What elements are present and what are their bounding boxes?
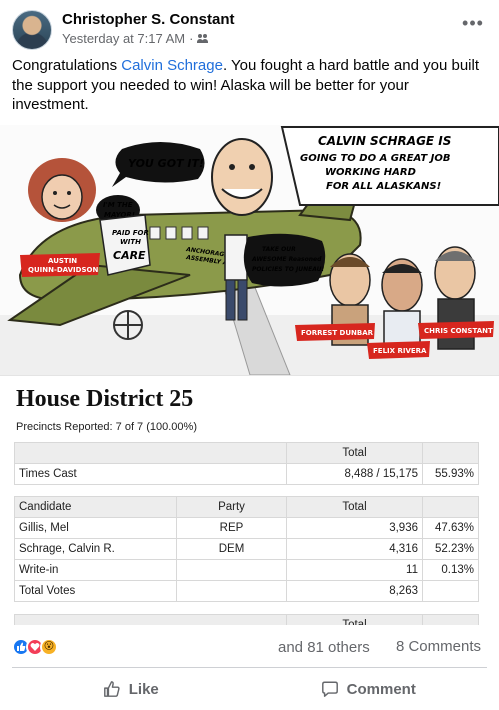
- author-name[interactable]: Christopher S. Constant: [62, 11, 235, 28]
- precincts-reported: Precincts Reported: 7 of 7 (100.00%): [16, 421, 197, 433]
- results-title: House District 25: [16, 386, 194, 412]
- cell-party: [176, 559, 287, 581]
- cell-candidate: Total Votes: [14, 580, 177, 602]
- post-actions: Like Comment: [12, 672, 487, 706]
- tag-austin-2: QUINN-DAVIDSON: [28, 266, 98, 274]
- comment-button[interactable]: Comment: [250, 672, 488, 706]
- t1-header-total: Total: [286, 442, 423, 464]
- sign-paid-2: WITH: [120, 238, 141, 246]
- table-row: Total Votes 8,263: [14, 580, 479, 602]
- bubble-policies-2: AWESOME Reasoned: [251, 256, 322, 263]
- partial-header-total: Total: [286, 614, 423, 625]
- post-meta: Yesterday at 7:17 AM ·: [62, 31, 209, 46]
- like-button[interactable]: Like: [12, 672, 250, 706]
- divider: [12, 667, 487, 668]
- partial-blank-2: [422, 614, 479, 625]
- author-avatar[interactable]: [12, 10, 52, 50]
- post-header: Christopher S. Constant Yesterday at 7:1…: [12, 10, 487, 50]
- comment-label: Comment: [346, 680, 416, 698]
- reactions-bar: 😮 and 81 others 8 Comments: [12, 632, 487, 660]
- cell-total: 4,316: [286, 538, 423, 560]
- header-pct: [422, 496, 479, 518]
- cell-total: 8,263: [286, 580, 423, 602]
- table-row: Times Cast 8,488 / 15,175 55.93%: [14, 463, 479, 485]
- t1-header-blank: [14, 442, 287, 464]
- meta-separator: ·: [189, 31, 194, 46]
- like-label: Like: [128, 680, 159, 698]
- bubble-policies-3: POLICIES TO JUNEAU!: [252, 266, 324, 273]
- cell-party: [176, 580, 287, 602]
- header-party: Party: [176, 496, 287, 518]
- partial-table: Total: [14, 614, 479, 625]
- bubble-mayor-1: I'M THE: [103, 201, 133, 209]
- t1-header-pct: [422, 442, 479, 464]
- bubble-policies-1: TAKE OUR: [262, 246, 296, 253]
- friends-icon[interactable]: [197, 33, 209, 44]
- table-row: Gillis, Mel REP 3,936 47.63%: [14, 517, 479, 539]
- thumbs-up-icon: [103, 681, 120, 697]
- cell-pct: 52.23%: [422, 538, 479, 560]
- post-text-after: . You fought a hard battle and you built…: [12, 57, 479, 113]
- comments-count[interactable]: 8 Comments: [395, 638, 481, 655]
- post-timestamp[interactable]: Yesterday at 7:17 AM: [62, 31, 186, 46]
- cell-pct: 47.63%: [422, 517, 479, 539]
- cell-total: 11: [286, 559, 423, 581]
- comment-icon: [321, 681, 338, 697]
- more-options-button[interactable]: •••: [462, 13, 484, 33]
- bubble-you-got-it: YOU GOT IT!: [128, 157, 204, 170]
- mention-link[interactable]: Calvin Schrage: [121, 57, 223, 74]
- headline-line-2: GOING TO DO A GREAT JOB: [300, 153, 450, 164]
- cell-pct: [422, 580, 479, 602]
- sign-paid-1: PAID FOR: [112, 229, 149, 237]
- bubble-mayor-2: MAYOR!: [104, 211, 135, 219]
- cell-party: DEM: [176, 538, 287, 560]
- tag-forrest: FORREST DUNBAR: [301, 329, 374, 337]
- reaction-others[interactable]: and 81 others: [278, 639, 370, 656]
- cartoon-image[interactable]: ANCHORAGE ASSEMBLY AIR CALVIN SCHRAGE IS…: [0, 125, 499, 375]
- cell-candidate: Gillis, Mel: [14, 517, 177, 539]
- partial-blank: [14, 614, 287, 625]
- t1-row-label: Times Cast: [14, 463, 287, 485]
- headline-line-3: WORKING HARD: [325, 167, 416, 178]
- cell-pct: 0.13%: [422, 559, 479, 581]
- table-row: Schrage, Calvin R. DEM 4,316 52.23%: [14, 538, 479, 560]
- headline-line-1: CALVIN SCHRAGE IS: [318, 134, 451, 148]
- wow-icon: 😮: [40, 638, 58, 656]
- cell-total: 3,936: [286, 517, 423, 539]
- election-results-image[interactable]: House District 25 Precincts Reported: 7 …: [0, 375, 499, 625]
- tag-chris: CHRIS CONSTANT: [424, 327, 493, 335]
- reaction-icons[interactable]: 😮: [12, 638, 58, 656]
- tag-felix: FELIX RIVERA: [373, 347, 427, 355]
- header-total: Total: [286, 496, 423, 518]
- times-cast-table: Total Times Cast 8,488 / 15,175 55.93%: [14, 442, 479, 485]
- t1-row-pct: 55.93%: [422, 463, 479, 485]
- cell-candidate: Schrage, Calvin R.: [14, 538, 177, 560]
- candidate-table: Candidate Party Total Gillis, Mel REP 3,…: [14, 496, 479, 602]
- sign-paid-3: CARE: [113, 249, 146, 262]
- header-candidate: Candidate: [14, 496, 177, 518]
- post-text: Congratulations Calvin Schrage. You foug…: [12, 56, 482, 115]
- tag-austin-1: AUSTIN: [48, 257, 77, 265]
- t1-row-total: 8,488 / 15,175: [286, 463, 423, 485]
- headline-line-4: FOR ALL ALASKANS!: [326, 181, 441, 192]
- cell-party: REP: [176, 517, 287, 539]
- cell-candidate: Write-in: [14, 559, 177, 581]
- post-text-before: Congratulations: [12, 57, 122, 74]
- table-row: Write-in 11 0.13%: [14, 559, 479, 581]
